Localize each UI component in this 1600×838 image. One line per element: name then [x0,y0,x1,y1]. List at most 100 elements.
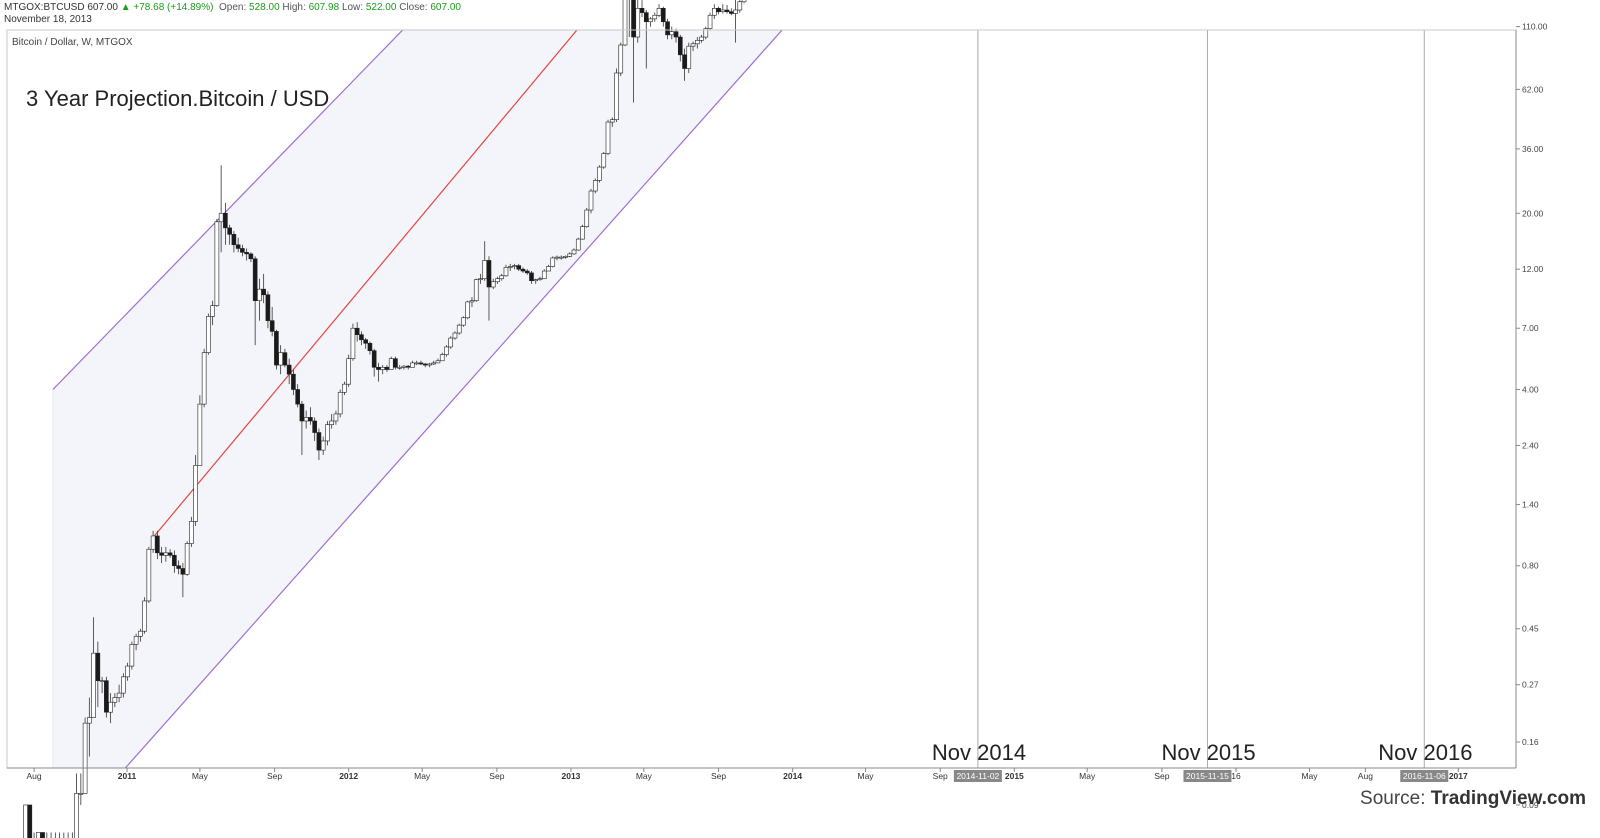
y-tick-label: 0.27 [1522,680,1539,690]
x-tick-label: 2015 [1005,771,1024,781]
candle-body [329,420,334,426]
x-tick-label: 2012 [339,771,358,781]
source-prefix: Source: [1360,788,1426,809]
candle-body [707,14,713,29]
candle-body [367,342,373,352]
candle-body [325,424,330,442]
candle-body [299,403,305,422]
candle-body [142,600,147,632]
candle-body [316,432,322,451]
date-tag-label: 2014-11-02 [956,771,999,781]
x-tick-label: May [1301,771,1318,781]
candle-body [711,8,717,16]
candle-body [533,279,539,282]
x-tick-label: Sep [933,771,948,781]
candle-body [546,266,551,272]
candle-body [537,278,543,281]
symbol-header: MTGOX:BTCUSD 607.00 ▲ +78.68 (+14.89%) O… [4,2,461,14]
candle-body [631,0,636,38]
x-tick-label: Aug [27,771,42,781]
candle-body [180,568,186,575]
candle-body [257,288,262,302]
channel-upper-line[interactable] [52,0,1440,390]
candle-body [104,680,109,713]
x-tick-label: Sep [711,771,726,781]
candle-body [163,552,169,556]
x-tick-label: 2017 [1449,771,1468,781]
candle-body [82,722,88,794]
high-label: High: [282,2,306,13]
date-tag [1183,770,1232,782]
channel-lower-line[interactable] [53,0,1568,838]
y-tick-label: 62.00 [1522,84,1544,94]
candle-body [699,36,704,41]
candles [23,0,747,838]
candle-body [78,793,84,795]
candle-body [112,697,118,703]
candle-body [320,440,326,451]
symbol-label[interactable]: MTGOX:BTCUSD [4,2,85,13]
candle-body [737,1,743,11]
y-tick-label: 36.00 [1522,144,1544,154]
candle-body [490,281,496,288]
candle-body [337,391,343,415]
candle-body [720,9,726,13]
candle-body [27,804,33,838]
x-tick-label: May [1079,771,1096,781]
candle-body [520,268,526,272]
candle-body [210,305,215,317]
candle-body [682,54,687,69]
candle-body [652,14,658,20]
channel-middle-line[interactable] [153,0,1180,537]
candle-body [269,320,275,332]
candle-body [529,272,534,282]
candle-body [214,221,220,306]
candle-body [622,0,628,46]
candle-body [592,180,598,192]
axes [6,29,1517,769]
candle-body [703,28,709,38]
vertical-marker-label: Nov 2014 [932,740,1026,765]
candle-body [282,352,288,366]
candle-body [87,717,92,724]
candle-body [248,253,254,260]
time-axis[interactable]: Aug 2011 May Sep 2012 May Sep 2013 May Sep 2014 May… [27,768,1468,782]
candle-body [601,153,607,168]
candle-body [184,543,190,575]
candle-body [303,417,309,422]
candle-body [486,260,492,288]
candle-body [558,256,564,259]
date-tag [1400,770,1449,782]
candle-body [694,40,700,45]
candle-body [507,266,513,268]
candle-body [167,552,173,556]
y-tick-label: 0.09 [1522,800,1539,810]
candle-body [482,260,488,280]
source-brand: TradingView.com [1430,788,1586,809]
candle-body [563,256,568,258]
candle-body [295,389,300,405]
candle-body [252,258,258,302]
channel-lines[interactable] [52,0,1568,838]
candle-body [371,350,377,368]
candle-body [384,366,390,370]
candle-body [99,680,105,682]
candle-body [452,332,458,339]
vertical-markers [977,30,1425,768]
candle-body [733,9,738,14]
candle-body [588,190,594,211]
y-tick-label: 4.00 [1522,385,1539,395]
candle-body [414,362,420,365]
candle-body [571,249,577,255]
x-tick-label: May [636,771,653,781]
candle-body [418,362,424,365]
price-axis[interactable]: 126981.7812624.551040.131800000.00100000… [1516,0,1567,838]
candle-body [388,358,394,370]
y-tick-label: 110.00 [1522,22,1548,32]
candle-body [36,832,41,838]
candle-body [660,8,666,23]
candle-body [673,31,679,38]
candle-body [729,11,734,14]
source-credit[interactable]: Source: TradingView.com [1360,788,1586,810]
